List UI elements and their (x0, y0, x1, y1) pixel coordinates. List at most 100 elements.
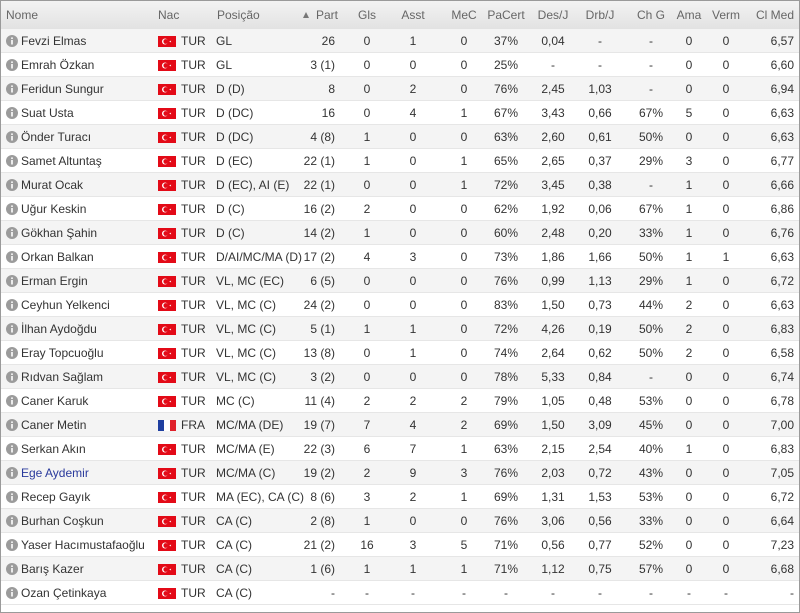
player-name[interactable]: Eray Topcuoğlu (21, 346, 104, 360)
player-name[interactable]: Feridun Sungur (21, 82, 104, 96)
player-row[interactable]: Samet Altuntaş TUR D (EC) 22 (1) 1 0 1 65% 2,65 0… (1, 149, 799, 173)
yellow-cards: 0 (685, 130, 693, 144)
tackles-per-game: 0,04 (541, 34, 565, 48)
player-of-match: 0 (460, 130, 468, 144)
info-icon[interactable] (6, 179, 18, 191)
info-icon[interactable] (6, 83, 18, 95)
info-icon[interactable] (6, 299, 18, 311)
position: CA (C) (216, 538, 252, 552)
shots-on-target: - (649, 586, 653, 600)
shots-on-target: 53% (638, 490, 664, 504)
dribbles-per-game: 0,37 (588, 154, 612, 168)
player-name[interactable]: Recep Gayık (21, 490, 91, 504)
player-name[interactable]: Uğur Keskin (21, 202, 87, 216)
player-row[interactable]: Fevzi Elmas TUR GL 26 0 1 0 37% 0,04 - - 0 0 6,57 (1, 29, 799, 53)
player-name[interactable]: Erman Ergin (21, 274, 88, 288)
info-icon[interactable] (6, 203, 18, 215)
nationality: TUR (181, 58, 206, 72)
player-name[interactable]: Orkan Balkan (21, 250, 94, 264)
player-row[interactable]: Rıdvan Sağlam TUR VL, MC (C) 3 (2) 0 0 0 78% 5,3… (1, 365, 799, 389)
pass-completion: 69% (493, 490, 519, 504)
info-icon[interactable] (6, 227, 18, 239)
info-icon[interactable] (6, 371, 18, 383)
player-row[interactable]: Burhan Coşkun TUR CA (C) 2 (8) 1 0 0 76% 3,06 0,5… (1, 509, 799, 533)
yellow-cards: 1 (685, 202, 693, 216)
player-name[interactable]: Rıdvan Sağlam (21, 370, 104, 384)
average-rating: 7,00 (770, 418, 794, 432)
info-icon[interactable] (6, 467, 18, 479)
player-name[interactable]: Caner Metin (21, 418, 87, 432)
player-row[interactable]: Recep Gayık TUR MA (EC), CA (C) 8 (6) 3 2 1 69%… (1, 485, 799, 509)
info-icon[interactable] (6, 107, 18, 119)
player-name[interactable]: Barış Kazer (21, 562, 84, 576)
goals: 0 (363, 82, 371, 96)
column-header: Drb/J (585, 8, 615, 22)
nationality: TUR (181, 250, 206, 264)
player-row[interactable]: Orkan Balkan TUR D/AI/MC/MA (D) 17 (2) 4 3 0 73… (1, 245, 799, 269)
red-cards: 0 (722, 178, 730, 192)
player-name[interactable]: Yaser Hacımustafaoğlu (21, 538, 145, 552)
player-row[interactable]: Caner Karuk TUR MC (C) 11 (4) 2 2 2 79% 1,05 0,48… (1, 389, 799, 413)
info-icon[interactable] (6, 443, 18, 455)
player-row[interactable]: Ceyhun Yelkenci TUR VL, MC (C) 24 (2) 0 0 0 83%… (1, 293, 799, 317)
player-row[interactable]: Feridun Sungur TUR D (D) 8 0 2 0 76% 2,45 1,03 - 0 0… (1, 77, 799, 101)
player-name[interactable]: Önder Turacı (21, 130, 92, 144)
player-row[interactable]: Erman Ergin TUR VL, MC (EC) 6 (5) 0 0 0 76% 0,99… (1, 269, 799, 293)
pass-completion: 65% (493, 154, 519, 168)
player-name[interactable]: Emrah Özkan (21, 58, 95, 72)
info-icon[interactable] (6, 347, 18, 359)
info-icon[interactable] (6, 395, 18, 407)
player-name[interactable]: Samet Altuntaş (21, 154, 102, 168)
player-row[interactable]: Caner Metin FRA MC/MA (DE) 19 (7) 7 4 2 69% 1,50… (1, 413, 799, 437)
player-row[interactable]: Murat Ocak TUR D (EC), AI (E) 22 (1) 0 0 1 72% 3… (1, 173, 799, 197)
player-name[interactable]: Ozan Çetinkaya (21, 586, 107, 600)
pass-completion: 60% (493, 226, 519, 240)
player-name[interactable]: Suat Usta (21, 106, 74, 120)
player-row[interactable]: Gökhan Şahin TUR D (C) 14 (2) 1 0 0 60% 2,48 0,20… (1, 221, 799, 245)
info-icon[interactable] (6, 251, 18, 263)
info-icon[interactable] (6, 419, 18, 431)
player-row[interactable]: Ozan Çetinkaya TUR CA (C) - - - - - - - - - - - (1, 581, 799, 605)
tackles-per-game: 2,64 (541, 346, 565, 360)
player-row[interactable]: Uğur Keskin TUR D (C) 16 (2) 2 0 0 62% 1,92 0,06 6… (1, 197, 799, 221)
dribbles-per-game: 1,03 (588, 82, 612, 96)
info-icon[interactable] (6, 35, 18, 47)
nationality: TUR (181, 562, 206, 576)
info-icon[interactable] (6, 515, 18, 527)
player-row[interactable]: İlhan Aydoğdu TUR VL, MC (C) 5 (1) 1 1 0 72% 4,2… (1, 317, 799, 341)
player-name[interactable]: Caner Karuk (21, 394, 89, 408)
info-icon[interactable] (6, 275, 18, 287)
info-icon[interactable] (6, 323, 18, 335)
player-name[interactable]: Burhan Coşkun (21, 514, 104, 528)
info-icon[interactable] (6, 539, 18, 551)
player-name[interactable]: Murat Ocak (21, 178, 84, 192)
info-icon[interactable] (6, 563, 18, 575)
player-row[interactable]: Yaser Hacımustafaoğlu TUR CA (C) 21 (2) 16 3 5… (1, 533, 799, 557)
player-row[interactable]: Suat Usta TUR D (DC) 16 0 4 1 67% 3,43 0,66 67% 5 0 6… (1, 101, 799, 125)
player-row[interactable]: Emrah Özkan TUR GL 3 (1) 0 0 0 25% - - - 0 0 6,60 (1, 53, 799, 77)
shots-on-target: - (649, 82, 653, 96)
player-name[interactable]: Fevzi Elmas (21, 34, 87, 48)
info-icon[interactable] (6, 59, 18, 71)
tackles-per-game: 0,99 (541, 274, 565, 288)
info-icon[interactable] (6, 155, 18, 167)
player-row[interactable]: Ege Aydemir TUR MC/MA (C) 19 (2) 2 9 3 76% 2,03 0… (1, 461, 799, 485)
player-name[interactable]: Gökhan Şahin (21, 226, 98, 240)
player-row[interactable]: Barış Kazer TUR CA (C) 1 (6) 1 1 1 71% 1,12 0,75 5… (1, 557, 799, 581)
player-name[interactable]: İlhan Aydoğdu (21, 322, 97, 336)
nationality: TUR (181, 226, 206, 240)
player-row[interactable]: Serkan Akın TUR MC/MA (E) 22 (3) 6 7 1 63% 2,15 2… (1, 437, 799, 461)
player-of-match: 0 (460, 274, 468, 288)
info-icon[interactable] (6, 587, 18, 599)
player-row[interactable]: Eray Topcuoğlu TUR VL, MC (C) 13 (8) 0 1 0 74% 2… (1, 341, 799, 365)
player-row[interactable]: Önder Turacı TUR D (DC) 4 (8) 1 0 0 63% 2,60 0,61… (1, 125, 799, 149)
shots-on-target: 67% (638, 202, 664, 216)
player-name[interactable]: Serkan Akın (21, 442, 86, 456)
info-icon[interactable] (6, 491, 18, 503)
info-icon[interactable] (6, 131, 18, 143)
player-name[interactable]: Ege Aydemir (21, 466, 89, 480)
column-header: Ama (676, 8, 702, 22)
appearances: - (331, 586, 335, 600)
player-name[interactable]: Ceyhun Yelkenci (21, 298, 110, 312)
dribbles-per-game: - (598, 58, 602, 72)
